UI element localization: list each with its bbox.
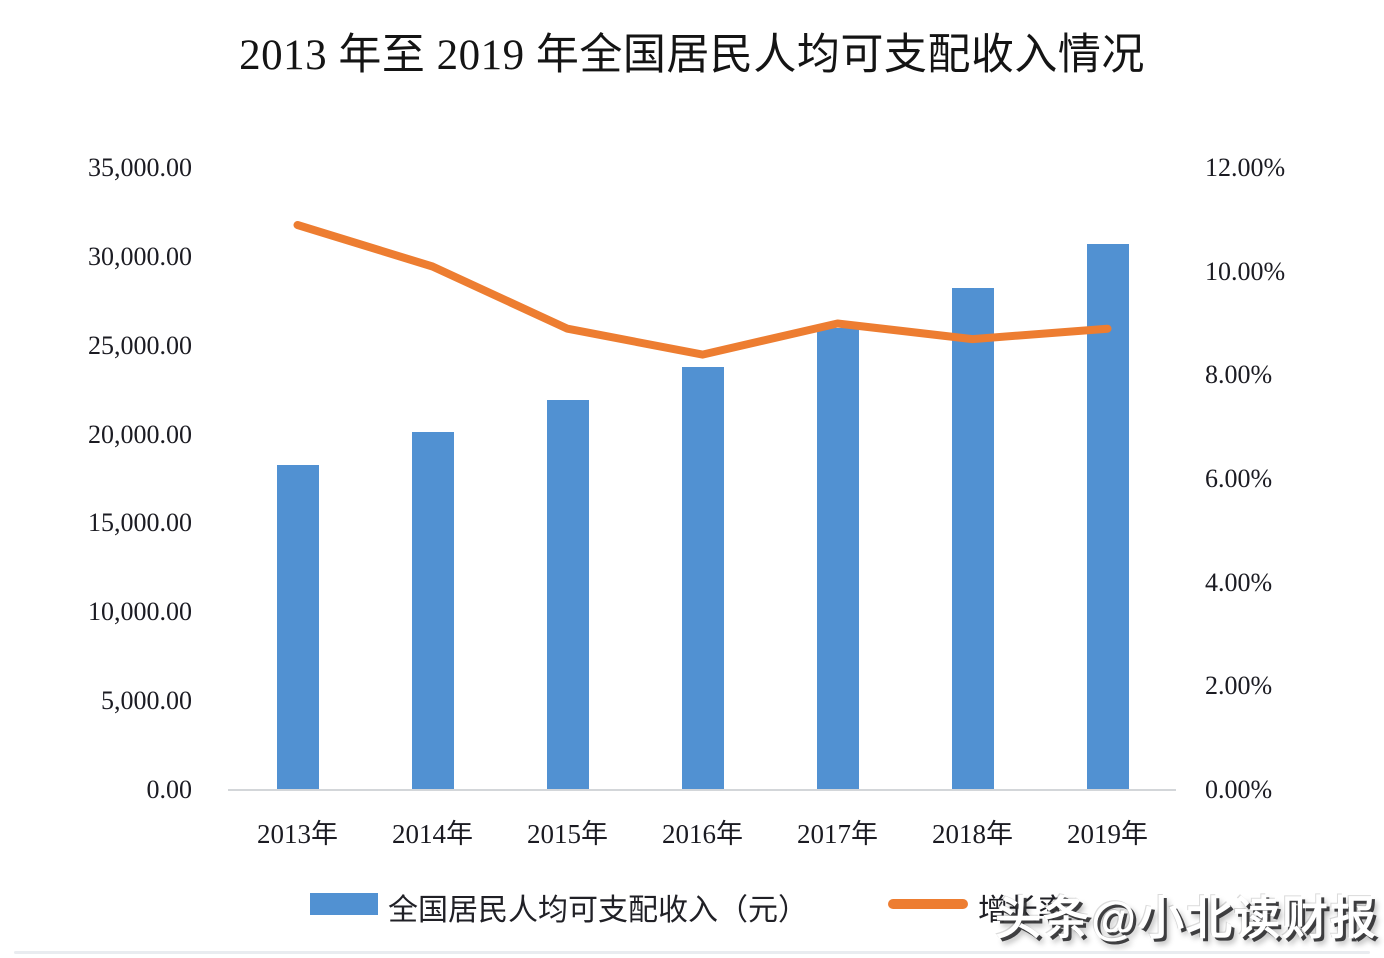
income-bar-2014年 [411, 431, 454, 790]
x-axis-label-2015年: 2015年 [527, 819, 608, 849]
x-axis-label-2016年: 2016年 [662, 819, 743, 849]
x-axis-label-2018年: 2018年 [932, 819, 1013, 849]
income-bar-2019年 [1086, 243, 1129, 790]
left-axis-tick: 5,000.00 [101, 686, 192, 716]
left-axis-tick: 15,000.00 [88, 508, 192, 538]
plot-area [230, 168, 1175, 790]
legend-line-label: 增长率 [978, 894, 1068, 927]
bottom-divider [14, 951, 1370, 954]
income-bar-2017年 [816, 328, 859, 790]
right-axis-tick: 8.00% [1205, 360, 1273, 390]
legend-bar-label: 全国居民人均可支配收入（元） [388, 894, 808, 927]
legend-bar-swatch [310, 893, 378, 915]
legend: 全国居民人均可支配收入（元） 增长率 [0, 875, 1384, 935]
right-axis-tick: 4.00% [1205, 567, 1273, 597]
left-axis-tick: 20,000.00 [88, 419, 192, 449]
x-axis-label-2017年: 2017年 [797, 819, 878, 849]
left-axis-tick: 35,000.00 [88, 153, 192, 182]
right-axis-tick: 0.00% [1205, 775, 1273, 804]
right-axis-tick: 12.00% [1205, 153, 1286, 182]
right-axis-tick: 2.00% [1205, 671, 1273, 701]
income-bar-2016年 [681, 366, 724, 790]
left-axis-tick: 30,000.00 [88, 241, 192, 271]
right-axis-tick: 10.00% [1205, 256, 1286, 286]
x-axis-line [228, 789, 1176, 791]
left-axis-tick: 25,000.00 [88, 330, 192, 360]
chart-title: 2013 年至 2019 年全国居民人均可支配收入情况 [239, 32, 1145, 79]
income-bar-2018年 [951, 288, 994, 790]
right-axis-tick: 6.00% [1205, 464, 1273, 493]
left-axis-tick: 10,000.00 [88, 597, 192, 627]
x-axis-label-2019年: 2019年 [1067, 819, 1148, 849]
watermark-toutiao: 头条@小北读财报 [995, 892, 1378, 944]
legend-line-swatch [888, 899, 968, 909]
income-bar-2013年 [276, 464, 319, 790]
x-axis-label-2014年: 2014年 [392, 819, 473, 849]
growth-rate-polyline [293, 221, 1112, 359]
growth-rate-line [293, 221, 1112, 359]
left-axis-tick: 0.00 [146, 775, 193, 804]
x-axis-label-2013年: 2013年 [257, 819, 338, 849]
income-bar-2015年 [546, 399, 589, 790]
